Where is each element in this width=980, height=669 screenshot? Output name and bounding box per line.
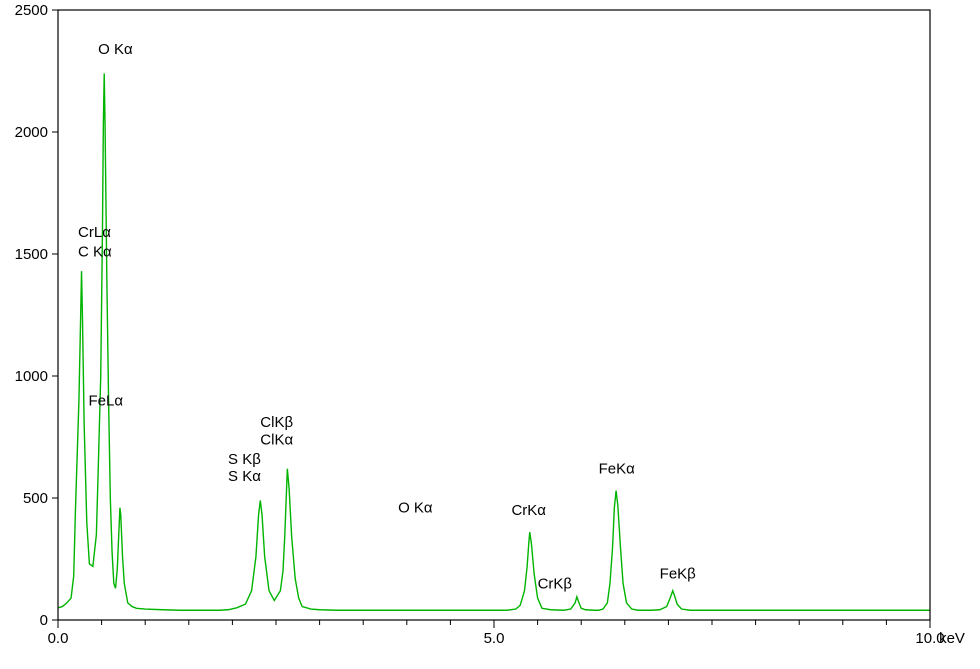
peak-label: FeKβ bbox=[660, 566, 697, 583]
peak-label: S Kα bbox=[228, 468, 261, 485]
y-tick-label: 1500 bbox=[15, 246, 48, 263]
y-tick-label: 2500 bbox=[15, 2, 48, 19]
peak-label: CrKα bbox=[511, 502, 546, 519]
chart-svg: 050010001500200025000.05.010.0keVC KαCrL… bbox=[0, 0, 980, 669]
peak-label: S Kβ bbox=[228, 451, 261, 468]
peak-label: CrLα bbox=[78, 224, 111, 241]
x-axis-unit: keV bbox=[939, 630, 965, 647]
peak-label: ClKβ bbox=[260, 414, 293, 431]
eds-spectrum-chart: 050010001500200025000.05.010.0keVC KαCrL… bbox=[0, 0, 980, 669]
peak-label: FeLα bbox=[89, 392, 124, 409]
peak-label: O Kα bbox=[98, 41, 133, 58]
peak-label: O Kα bbox=[398, 500, 433, 517]
peak-label: ClKα bbox=[260, 431, 293, 448]
x-tick-label: 0.0 bbox=[48, 630, 69, 647]
peak-label: C Kα bbox=[78, 243, 112, 260]
y-tick-label: 2000 bbox=[15, 124, 48, 141]
peak-label: FeKα bbox=[599, 461, 636, 478]
y-tick-label: 0 bbox=[40, 612, 48, 629]
peak-label: CrKβ bbox=[538, 575, 573, 592]
x-tick-label: 5.0 bbox=[484, 630, 505, 647]
y-tick-label: 500 bbox=[23, 490, 48, 507]
y-tick-label: 1000 bbox=[15, 368, 48, 385]
